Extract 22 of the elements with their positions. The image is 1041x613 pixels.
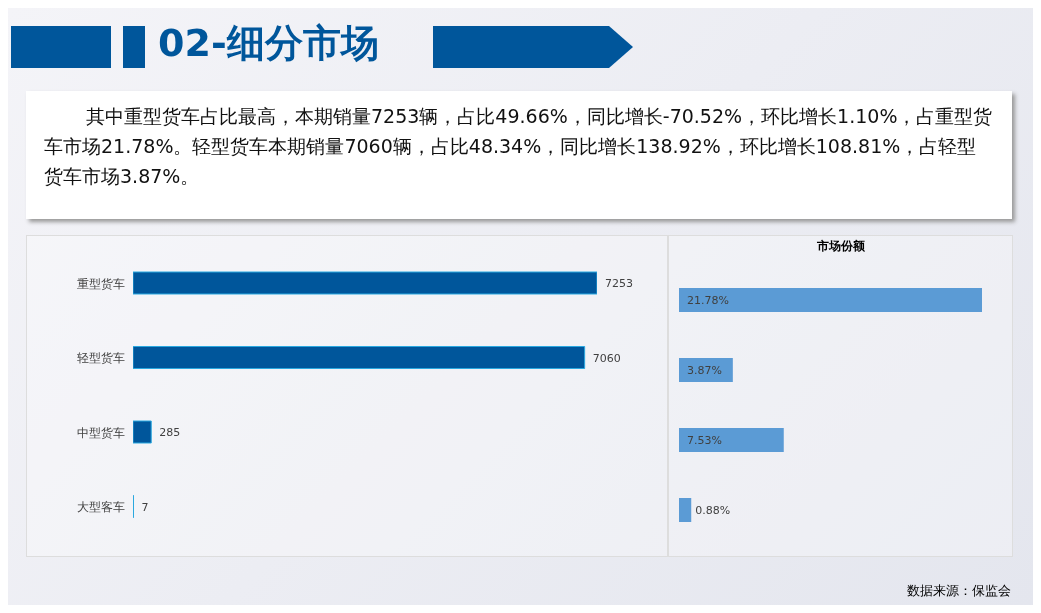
data-label: 285 — [159, 426, 181, 439]
chart-title: 市场份额 — [815, 238, 866, 255]
bar — [679, 288, 982, 312]
bar — [679, 498, 692, 522]
data-label: 7.53% — [687, 434, 722, 447]
data-label: 7253 — [605, 277, 633, 290]
bar — [133, 420, 152, 444]
y-tick-label: 重型货车 — [77, 276, 125, 291]
chart-title: 02-细分市场 — [158, 20, 379, 67]
bar — [679, 428, 784, 452]
data-label: 0.88% — [695, 504, 731, 517]
data-label: 21.78% — [687, 294, 729, 307]
bar — [133, 271, 597, 295]
source-note: 数据来源：保监会 — [907, 583, 1011, 598]
chart-subtitle: 其中重型货车占比最高，本期销量7253辆，占比49.66%，同比增长-70.52%，环比增长1.10%，占重型货车市场21.78%。轻型货车本期销量7060辆，占比48.34%，同比增长138.92%，环比增长108.81%，占轻型货车市场3.87%。 — [26, 91, 1012, 219]
data-label: 3.87% — [687, 364, 722, 377]
y-tick-label: 大型客车 — [77, 500, 125, 515]
data-label: 7 — [141, 500, 149, 514]
y-tick-label: 轻型货车 — [77, 351, 125, 366]
data-label: 7060 — [592, 351, 621, 365]
bar — [133, 346, 586, 369]
y-tick-label: 中型货车 — [77, 425, 125, 440]
